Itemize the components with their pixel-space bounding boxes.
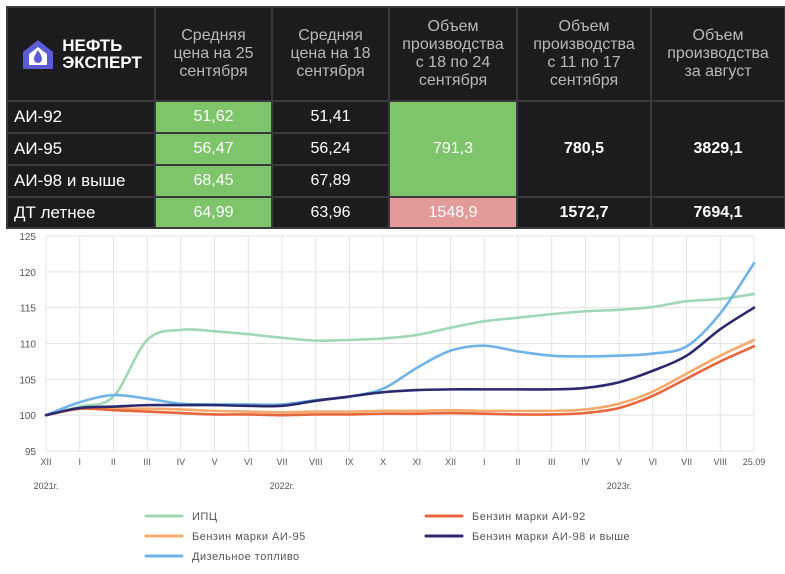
x-tick-label: I [78, 457, 81, 467]
y-tick-label: 95 [25, 447, 37, 458]
price-25-cell: 68,45 [156, 166, 271, 196]
header-volume-11-17: Объем производства с 11 по 17 сентября [518, 8, 650, 100]
y-tick-label: 110 [20, 340, 36, 351]
x-tick-label: IX [345, 457, 354, 467]
row-label: ДТ летнее [8, 198, 154, 227]
house-drop-icon [23, 40, 54, 69]
price-25-cell: 56,47 [156, 134, 271, 164]
x-tick-label: VIII [714, 457, 728, 467]
series-line-2 [44, 338, 756, 417]
gasoline-volume-18-24: 791,3 [390, 102, 516, 196]
year-label: 2021г. [34, 481, 59, 491]
y-tick-label: 100 [19, 411, 36, 422]
price-25-cell: 64,99 [156, 198, 271, 227]
x-tick-label: XII [445, 457, 456, 467]
row-label: АИ-92 [8, 102, 154, 132]
price-25-cell: 51,62 [156, 102, 271, 132]
gasoline-volume-august: 3829,1 [652, 102, 784, 196]
header-volume-august: Объем производства за август [652, 8, 784, 100]
header-price-25: Средняя цена на 25 сентября [156, 8, 271, 100]
diesel-volume-11-17: 1572,7 [518, 198, 650, 227]
x-tick-label: VII [276, 457, 287, 467]
x-tick-label: VII [681, 457, 692, 467]
row-label: АИ-95 [8, 134, 154, 164]
x-tick-label: III [548, 457, 556, 467]
x-tick-label: IV [177, 457, 186, 467]
y-tick-label: 115 [20, 304, 36, 315]
price-18-cell: 56,24 [273, 134, 388, 164]
series-line-4 [44, 261, 756, 417]
header-volume-18-24: Объем производства с 18 по 24 сентября [390, 8, 516, 100]
x-tick-label: VI [649, 457, 658, 467]
price-18-cell: 67,89 [273, 166, 388, 196]
x-tick-label: 25.09 [743, 457, 766, 467]
price-table: НЕФТЬ ЭКСПЕРТ Средняя цена на 25 сентябр… [6, 6, 785, 229]
x-tick-label: I [483, 457, 486, 467]
legend-label: Бензин марки АИ-92 [472, 511, 586, 523]
x-tick-label: XII [40, 457, 51, 467]
price-18-cell: 51,41 [273, 102, 388, 132]
row-label: АИ-98 и выше [8, 166, 154, 196]
x-tick-label: V [212, 457, 218, 467]
x-tick-label: VIII [309, 457, 323, 467]
y-tick-label: 125 [19, 232, 36, 243]
logo-line2: ЭКСПЕРТ [62, 53, 142, 72]
logo: НЕФТЬ ЭКСПЕРТ [8, 8, 154, 100]
x-tick-label: II [111, 457, 116, 467]
series-line-3 [44, 306, 756, 417]
x-tick-label: XI [413, 457, 422, 467]
gasoline-volume-11-17: 780,5 [518, 102, 650, 196]
legend-label: Бензин марки АИ-95 [192, 531, 306, 543]
x-tick-label: III [143, 457, 151, 467]
y-tick-label: 105 [19, 375, 36, 386]
x-tick-label: VI [244, 457, 253, 467]
logo-line1: НЕФТЬ [62, 36, 123, 55]
legend-label: Дизельное топливо [192, 551, 300, 563]
year-label: 2023г. [607, 481, 632, 491]
price-table-grid: НЕФТЬ ЭКСПЕРТ Средняя цена на 25 сентябр… [6, 6, 785, 229]
x-tick-label: IV [581, 457, 590, 467]
x-tick-label: X [380, 457, 386, 467]
price-18-cell: 63,96 [273, 198, 388, 227]
diesel-volume-18-24: 1548,9 [390, 198, 516, 227]
x-tick-label: V [616, 457, 622, 467]
series-line-1 [44, 345, 756, 417]
legend-label: Бензин марки АИ-98 и выше [472, 531, 630, 543]
diesel-volume-august: 7694,1 [652, 198, 784, 227]
year-label: 2022г. [270, 481, 295, 491]
y-tick-label: 120 [19, 268, 36, 279]
series-line-0 [44, 292, 756, 417]
x-tick-label: II [515, 457, 520, 467]
header-price-18: Средняя цена на 18 сентября [273, 8, 388, 100]
legend-label: ИПЦ [192, 511, 217, 523]
